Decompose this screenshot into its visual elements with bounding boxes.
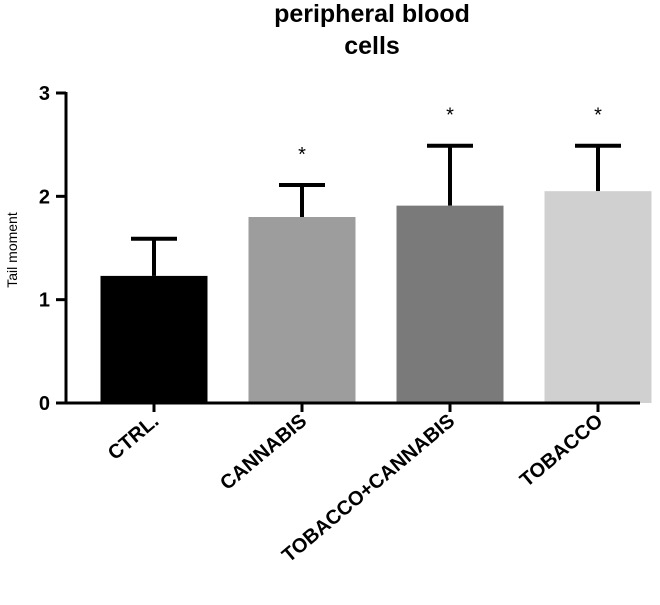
chart-title-line-1: peripheral blood <box>274 0 470 28</box>
y-tick-label-3: 3 <box>39 83 50 105</box>
x-tick-label-3: TOBACCO <box>516 410 607 492</box>
significance-marker-2: * <box>446 105 454 127</box>
x-tick-label-2: TOBACCO+CANNABIS <box>278 410 459 567</box>
bar-3 <box>544 191 652 403</box>
y-tick-label-1: 1 <box>39 290 50 312</box>
y-tick-label-0: 0 <box>39 393 50 415</box>
y-axis-label: Tail moment <box>4 212 20 288</box>
significance-marker-1: * <box>298 144 306 166</box>
chart-title-line-2: cells <box>344 32 400 60</box>
y-tick-label-2: 2 <box>39 186 50 208</box>
bar-1 <box>248 217 356 403</box>
bars: * * * <box>100 105 652 403</box>
x-tick-label-1: CANNABIS <box>216 410 311 495</box>
bar-0 <box>100 275 208 403</box>
x-tick-label-0: CTRL. <box>104 410 163 465</box>
bar-2 <box>396 205 504 403</box>
significance-marker-3: * <box>594 105 602 127</box>
